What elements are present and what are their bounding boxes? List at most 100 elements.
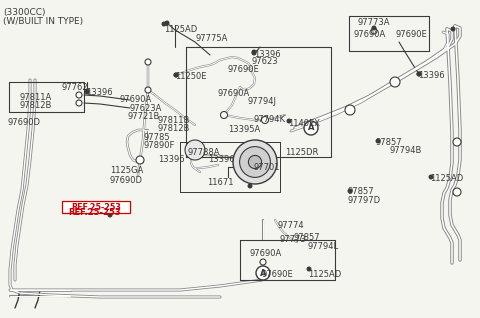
Text: 97690A: 97690A xyxy=(249,249,281,258)
Text: 13396: 13396 xyxy=(158,155,185,164)
Circle shape xyxy=(185,140,205,160)
Circle shape xyxy=(287,119,291,123)
Circle shape xyxy=(76,92,82,98)
Circle shape xyxy=(372,25,376,31)
Circle shape xyxy=(84,88,89,93)
Circle shape xyxy=(375,139,381,143)
Circle shape xyxy=(165,20,169,25)
Text: 13396: 13396 xyxy=(418,71,444,80)
Text: 97812B: 97812B xyxy=(158,124,191,133)
Circle shape xyxy=(249,156,262,169)
Bar xyxy=(349,16,429,51)
Circle shape xyxy=(173,73,179,78)
Bar xyxy=(62,201,130,213)
Circle shape xyxy=(84,89,89,94)
Bar xyxy=(9,82,84,112)
Text: 97774: 97774 xyxy=(277,221,304,230)
Text: 97721B: 97721B xyxy=(128,112,160,121)
Text: 1125DR: 1125DR xyxy=(285,148,318,157)
Text: 97857: 97857 xyxy=(348,187,374,196)
Circle shape xyxy=(453,138,461,146)
Text: 97775A: 97775A xyxy=(196,34,228,43)
Circle shape xyxy=(76,100,82,106)
Circle shape xyxy=(145,87,151,93)
Circle shape xyxy=(453,188,461,196)
Text: 97762: 97762 xyxy=(62,83,89,92)
Bar xyxy=(9,82,84,112)
Text: 1140EX: 1140EX xyxy=(288,119,320,128)
Circle shape xyxy=(233,140,277,184)
Text: 1125AD: 1125AD xyxy=(164,25,197,34)
Circle shape xyxy=(348,189,352,193)
Circle shape xyxy=(390,77,400,87)
Circle shape xyxy=(256,266,270,280)
Circle shape xyxy=(136,156,144,164)
Text: 97797D: 97797D xyxy=(348,196,381,205)
Text: 97788A: 97788A xyxy=(188,148,220,157)
Text: 11250E: 11250E xyxy=(175,72,206,81)
Circle shape xyxy=(451,26,456,31)
Text: (3300CC): (3300CC) xyxy=(3,8,46,17)
Text: 97773: 97773 xyxy=(280,235,307,244)
Circle shape xyxy=(173,73,179,78)
Circle shape xyxy=(307,266,312,272)
Text: 97690D: 97690D xyxy=(8,118,41,127)
Circle shape xyxy=(417,72,421,77)
Text: REF.25-253: REF.25-253 xyxy=(68,208,120,217)
Circle shape xyxy=(240,147,270,177)
Circle shape xyxy=(371,28,377,34)
Circle shape xyxy=(259,269,267,277)
Text: 1125AD: 1125AD xyxy=(430,174,463,183)
Bar xyxy=(180,142,280,192)
Bar xyxy=(349,16,429,51)
Circle shape xyxy=(220,112,228,119)
Circle shape xyxy=(248,183,252,189)
Text: A: A xyxy=(308,123,314,133)
Text: 13396: 13396 xyxy=(254,50,281,59)
Text: 11671: 11671 xyxy=(207,178,233,187)
Text: 13396: 13396 xyxy=(208,155,235,164)
Text: 13396: 13396 xyxy=(86,88,113,97)
Bar xyxy=(180,142,280,192)
Bar xyxy=(240,240,335,280)
Text: 97812B: 97812B xyxy=(20,101,52,110)
Text: 97857: 97857 xyxy=(293,233,320,242)
Text: 97890F: 97890F xyxy=(143,141,174,150)
Text: 1125GA: 1125GA xyxy=(110,166,143,175)
Circle shape xyxy=(252,51,256,56)
Text: 97811B: 97811B xyxy=(158,116,191,125)
Circle shape xyxy=(108,212,112,218)
Text: 97623A: 97623A xyxy=(130,104,162,113)
Text: 1125AD: 1125AD xyxy=(308,270,341,279)
Bar xyxy=(240,240,335,280)
Circle shape xyxy=(305,123,315,133)
Text: A: A xyxy=(260,268,266,278)
Circle shape xyxy=(429,175,433,179)
Text: 97690A: 97690A xyxy=(353,30,385,39)
Text: 97794K: 97794K xyxy=(253,115,285,124)
Text: 97690E: 97690E xyxy=(228,65,260,74)
Bar xyxy=(186,47,331,157)
Circle shape xyxy=(345,105,355,115)
Text: 97623: 97623 xyxy=(252,57,278,66)
Text: 97690E: 97690E xyxy=(396,30,428,39)
Bar xyxy=(186,47,331,157)
Text: 97785: 97785 xyxy=(143,133,169,142)
Text: 97690E: 97690E xyxy=(261,270,293,279)
Circle shape xyxy=(161,22,167,26)
Text: 97690D: 97690D xyxy=(110,176,143,185)
Text: 97811A: 97811A xyxy=(20,93,52,102)
Circle shape xyxy=(145,59,151,65)
Circle shape xyxy=(262,116,268,123)
Text: 97857: 97857 xyxy=(376,138,403,147)
Text: 13395A: 13395A xyxy=(228,125,260,134)
Text: 97690A: 97690A xyxy=(119,95,151,104)
Circle shape xyxy=(252,50,256,54)
Text: (W/BUILT IN TYPE): (W/BUILT IN TYPE) xyxy=(3,17,83,26)
Text: 97773A: 97773A xyxy=(358,18,391,27)
Circle shape xyxy=(417,72,421,77)
Text: 97794B: 97794B xyxy=(390,146,422,155)
Text: 97701: 97701 xyxy=(253,163,279,172)
Circle shape xyxy=(260,259,266,265)
Circle shape xyxy=(304,121,318,135)
